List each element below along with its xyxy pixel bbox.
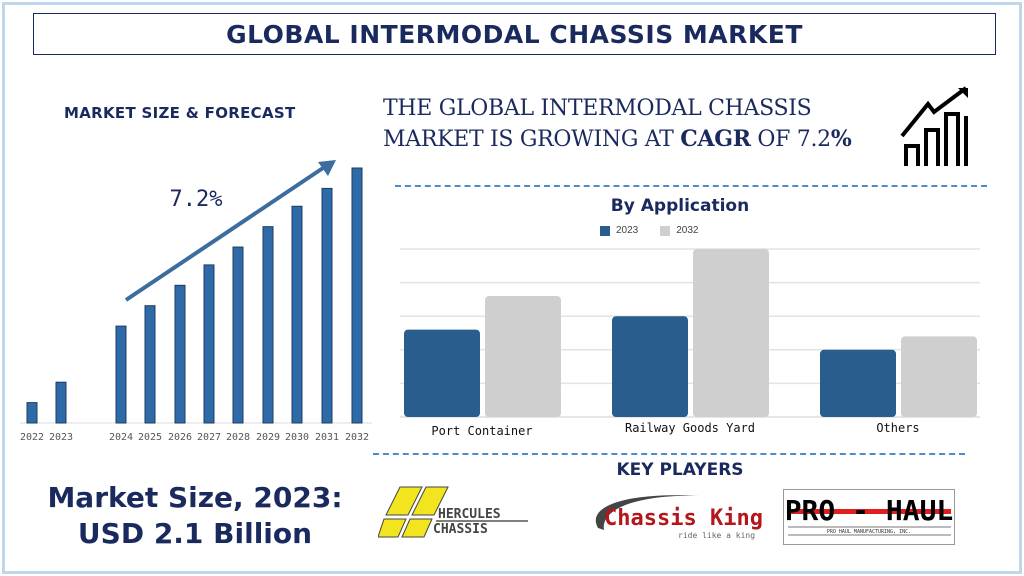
forecast-bar-chart: 2022 2023 2024 2025 2026 2027 2028 2029 2030 2031… xyxy=(20,160,372,443)
bar-2032 xyxy=(351,167,363,424)
bar-2025 xyxy=(144,305,156,424)
cagr-statement: THE GLOBAL INTERMODAL CHASSIS MARKET IS … xyxy=(383,94,852,155)
tick-label-2022: 2022 xyxy=(20,432,44,443)
trend-arrow-head xyxy=(318,160,336,176)
bar-others-2032 xyxy=(901,336,977,417)
cagr-pct: % xyxy=(830,126,852,152)
bar-port-container-2032 xyxy=(485,296,561,417)
chassis-king-tagline: ride like a king xyxy=(678,531,755,540)
application-legend: 2023 2032 xyxy=(600,225,699,236)
tick-label-2032: 2032 xyxy=(345,432,369,443)
bar-railway-goods-yard-2023 xyxy=(612,316,688,417)
bar-2027 xyxy=(203,264,215,424)
bar-2031 xyxy=(321,187,333,424)
logo-pro-haul: PRO - HAUL PRO HAUL MANUFACTURING, INC. xyxy=(783,489,955,545)
tick-label-2024: 2024 xyxy=(109,432,133,443)
key-players-heading: KEY PLAYERS xyxy=(616,460,744,480)
cagr-value: OF 7.2 xyxy=(750,127,831,152)
hercules-line1: HERCULES xyxy=(438,507,501,522)
divider-bottom xyxy=(373,453,965,455)
cagr-line2: MARKET IS GROWING AT CAGR OF 7.2% xyxy=(383,124,852,155)
tick-label-2030: 2030 xyxy=(285,432,309,443)
tick-label-2023: 2023 xyxy=(49,432,73,443)
bar-2022 xyxy=(26,402,38,424)
pro-haul-name: PRO - HAUL xyxy=(785,494,954,527)
market-size-line1: Market Size, 2023: xyxy=(47,481,343,514)
logo-hercules-chassis: HERCULES CHASSIS xyxy=(378,486,528,538)
market-size-summary: Market Size, 2023: USD 2.1 Billion xyxy=(25,480,365,552)
divider-top xyxy=(395,185,987,187)
category-label: Port Container xyxy=(431,424,532,438)
application-bar-chart: Port Container Railway Goods Yard Others xyxy=(400,248,980,438)
bar-2023 xyxy=(55,381,67,424)
growth-chart-icon xyxy=(900,86,968,166)
logo-chassis-king: Chassis King ride like a king xyxy=(595,495,763,540)
chassis-king-name: Chassis King xyxy=(604,506,763,531)
bar-2030 xyxy=(291,205,303,424)
bar-2026 xyxy=(174,284,186,424)
cagr-bold: CAGR xyxy=(680,126,751,152)
cagr-prefix: MARKET IS GROWING AT xyxy=(383,127,681,152)
tick-label-2031: 2031 xyxy=(315,432,339,443)
page-title: GLOBAL INTERMODAL CHASSIS MARKET xyxy=(33,13,996,55)
category-label: Railway Goods Yard xyxy=(625,421,755,435)
tick-label-2027: 2027 xyxy=(197,432,221,443)
category-label: Others xyxy=(876,421,919,435)
bar-2028 xyxy=(232,246,244,424)
market-size-line2: USD 2.1 Billion xyxy=(77,517,313,550)
tick-label-2029: 2029 xyxy=(256,432,280,443)
bar-2024 xyxy=(115,325,127,424)
legend-2023: 2023 xyxy=(600,225,638,236)
application-chart-title: By Application xyxy=(610,196,750,216)
legend-swatch-2032 xyxy=(660,225,671,236)
hercules-line2: CHASSIS xyxy=(433,522,488,537)
legend-label-2023: 2023 xyxy=(616,225,639,236)
trend-arrow-line xyxy=(124,164,328,302)
bar-port-container-2023 xyxy=(404,329,480,417)
tick-label-2028: 2028 xyxy=(226,432,250,443)
bar-railway-goods-yard-2032 xyxy=(693,249,769,417)
legend-swatch-2023 xyxy=(600,225,610,236)
cagr-line1: THE GLOBAL INTERMODAL CHASSIS xyxy=(383,96,812,121)
pro-haul-subtitle: PRO HAUL MANUFACTURING, INC. xyxy=(827,529,911,535)
market-size-heading: MARKET SIZE & FORECAST xyxy=(64,104,296,122)
legend-label-2032: 2032 xyxy=(676,225,699,236)
tick-label-2026: 2026 xyxy=(168,432,192,443)
bar-others-2023 xyxy=(820,349,896,417)
bar-2029 xyxy=(262,226,274,424)
legend-2032: 2032 xyxy=(660,225,699,236)
tick-label-2025: 2025 xyxy=(138,432,162,443)
cagr-annotation: 7.2% xyxy=(170,187,223,212)
